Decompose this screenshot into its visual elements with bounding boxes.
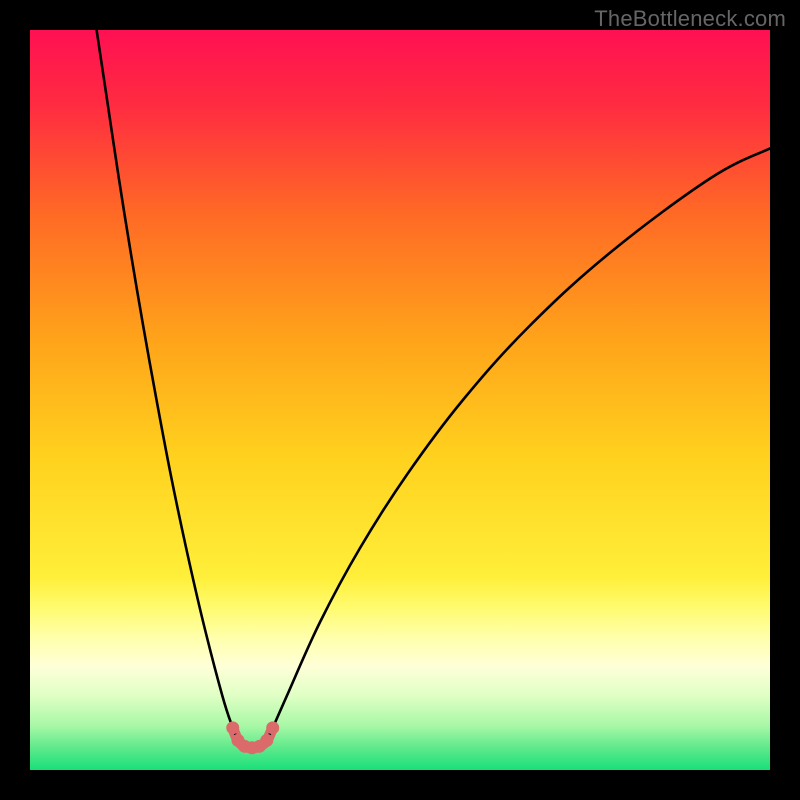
valley-marker xyxy=(226,721,239,734)
bottleneck-plot xyxy=(30,30,770,770)
valley-marker xyxy=(260,734,273,747)
valley-marker xyxy=(266,721,279,734)
chart-background xyxy=(30,30,770,770)
watermark-text: TheBottleneck.com xyxy=(594,6,786,32)
chart-frame: TheBottleneck.com xyxy=(0,0,800,800)
